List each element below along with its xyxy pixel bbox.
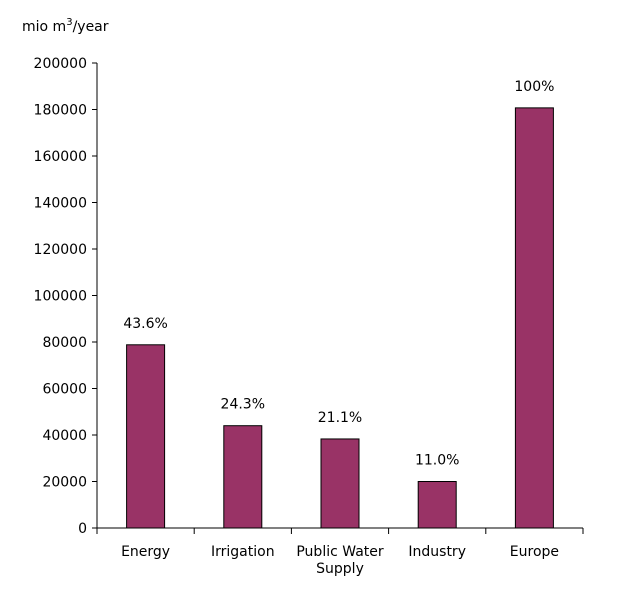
x-category-label-line: Irrigation bbox=[211, 544, 275, 560]
data-label: 43.6% bbox=[123, 316, 167, 332]
y-tick-label: 200000 bbox=[34, 56, 87, 72]
x-category-label-line: Supply bbox=[316, 561, 364, 577]
x-category-label: Europe bbox=[510, 544, 559, 560]
y-tick-label: 40000 bbox=[42, 428, 87, 444]
y-tick-label: 60000 bbox=[42, 382, 87, 398]
data-label: 100% bbox=[514, 79, 554, 95]
y-tick-label: 0 bbox=[78, 521, 87, 537]
y-tick-label: 100000 bbox=[34, 289, 87, 305]
data-label: 24.3% bbox=[221, 397, 265, 413]
bar bbox=[417, 481, 457, 529]
y-tick-label: 160000 bbox=[34, 149, 87, 165]
bar bbox=[126, 344, 166, 529]
x-category-label: Energy bbox=[121, 544, 170, 560]
data-label: 11.0% bbox=[415, 453, 459, 469]
y-tick-label: 80000 bbox=[42, 335, 87, 351]
bar bbox=[514, 107, 554, 529]
x-category-label-line: Europe bbox=[510, 544, 559, 560]
y-tick-label: 20000 bbox=[42, 475, 87, 491]
x-category-label: Public Water Supply bbox=[296, 544, 384, 577]
data-label: 21.1% bbox=[318, 410, 362, 426]
unit-superscript: 3 bbox=[66, 17, 72, 28]
y-tick-label: 120000 bbox=[34, 242, 87, 258]
bar bbox=[223, 425, 263, 529]
x-category-label-line: Public Water bbox=[296, 544, 384, 560]
unit-prefix: mio m bbox=[22, 19, 66, 35]
y-tick-label: 140000 bbox=[34, 196, 87, 212]
bar bbox=[320, 438, 360, 529]
unit-suffix: /year bbox=[73, 19, 109, 35]
x-category-label: Irrigation bbox=[211, 544, 275, 560]
y-axis-unit-label: mio m3/year bbox=[22, 17, 109, 35]
x-category-label: Industry bbox=[408, 544, 466, 560]
x-category-label-line: Industry bbox=[408, 544, 466, 560]
y-tick-label: 180000 bbox=[34, 103, 87, 119]
x-category-label-line: Energy bbox=[121, 544, 170, 560]
